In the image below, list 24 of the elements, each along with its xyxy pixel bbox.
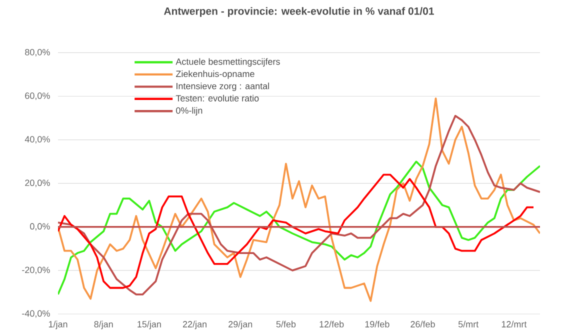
x-tick-label: 5/feb [276, 320, 296, 328]
x-tick-label: 15/jan [138, 320, 161, 330]
legend-label: Testen: evolutie ratio [176, 94, 259, 102]
x-tick-label: 22/jan [182, 320, 206, 330]
y-tick-label: 40,0% [24, 136, 50, 144]
y-tick-label: -40,0% [22, 310, 50, 318]
x-tick-label: 12/mrt [502, 320, 527, 328]
y-tick-label: 0,0% [30, 223, 50, 231]
y-tick-label: 20,0% [25, 180, 50, 188]
legend-label: Actuele besmettingscijfers [176, 58, 280, 67]
x-tick-label: 12/feb [320, 320, 344, 328]
x-tick-label: 1/jan [48, 320, 68, 330]
x-tick-label: 29/jan [228, 320, 252, 330]
x-tick-label: 8/jan [94, 320, 113, 330]
x-tick-label: 5/mrt [458, 320, 479, 328]
x-tick-label: 19/feb [365, 320, 390, 328]
legend-label: 0%-lijn [176, 107, 202, 116]
y-tick-label: 80,0% [25, 48, 50, 56]
y-tick-label: 60,0% [25, 92, 50, 100]
legend-label: Ziekenhuis-opname [176, 70, 254, 79]
x-tick-label: 26/feb [410, 320, 435, 328]
chart-title: Antwerpen - provincie: week-evolutie in % vanaf 01/01 [164, 7, 434, 17]
legend-label: Intensieve zorg : aantal [176, 82, 269, 92]
y-tick-label: -20,0% [22, 266, 50, 274]
